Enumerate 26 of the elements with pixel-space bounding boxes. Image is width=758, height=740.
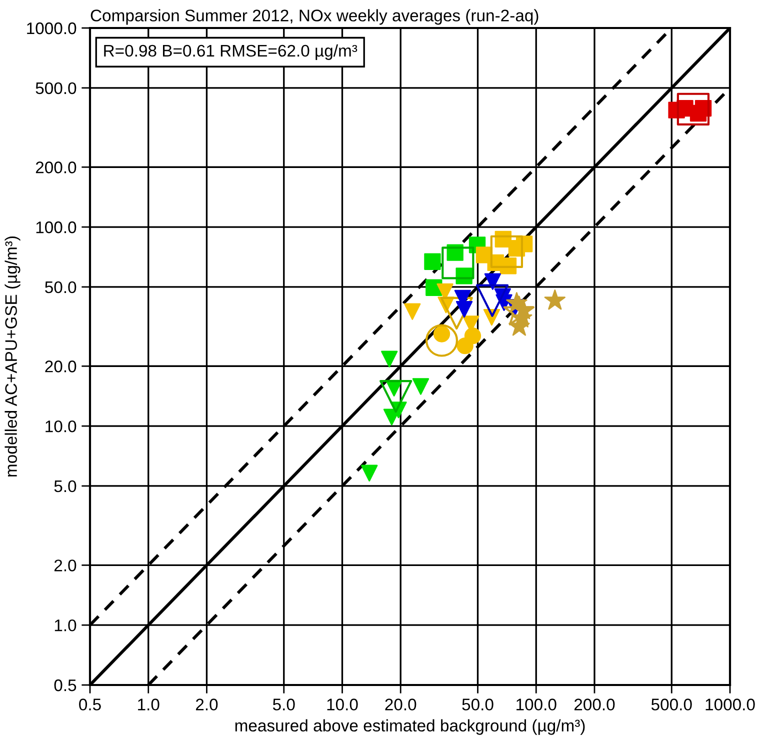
x-tick-label: 20.0 xyxy=(385,698,416,710)
x-tick-label: 1000.0 xyxy=(706,698,755,710)
y-tick-label: 500.0 xyxy=(36,82,76,94)
y-tick-label: 20.0 xyxy=(45,360,76,372)
x-tick-label: 10.0 xyxy=(327,698,358,710)
x-tick-label: 200.0 xyxy=(574,698,615,710)
y-tick-label: 50.0 xyxy=(45,281,76,294)
x-axis-title: measured above estimated background (µg/m³) xyxy=(235,719,585,735)
y-tick-label: 2.0 xyxy=(54,560,76,572)
x-tick-label: 0.5 xyxy=(79,698,101,710)
y-tick-label: 200.0 xyxy=(36,162,76,174)
y-tick-label: 1000.0 xyxy=(27,22,76,34)
y-axis-title: modelled AC+APU+GSE (µg/m³) xyxy=(4,236,20,476)
x-tick-label: 100.0 xyxy=(516,698,556,710)
x-tick-label: 50.0 xyxy=(462,698,494,710)
x-tick-label: 5.0 xyxy=(272,698,295,710)
x-tick-label: 500.0 xyxy=(651,698,692,710)
y-tick-label: 10.0 xyxy=(46,420,76,432)
y-tick-label: 100.0 xyxy=(36,221,76,234)
x-tick-label: 1.0 xyxy=(138,698,160,710)
y-tick-label: 1.0 xyxy=(54,619,76,632)
chart-title: Comparsion Summer 2012, NOx weekly averages (run-2-aq) xyxy=(90,9,538,25)
y-tick-label: 5.0 xyxy=(54,480,76,492)
x-tick-label: 2.0 xyxy=(196,698,218,710)
y-tick-label: 0.5 xyxy=(54,679,76,692)
annotation: R=0.98 B=0.61 RMSE=62.0 µg/m³ xyxy=(104,44,358,60)
